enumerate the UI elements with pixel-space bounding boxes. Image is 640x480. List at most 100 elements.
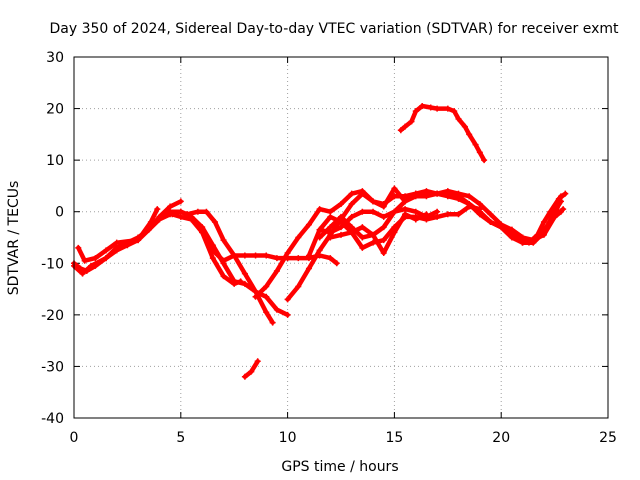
plot-area [71, 102, 569, 380]
data-point [81, 257, 88, 264]
data-point [423, 188, 430, 195]
data-point [444, 193, 451, 200]
x-tick-label: 25 [599, 430, 617, 446]
data-point [295, 283, 302, 290]
data-point [248, 368, 255, 375]
data-point [455, 115, 462, 122]
data-point [241, 270, 248, 277]
data-point [402, 206, 409, 213]
data-point [199, 224, 206, 231]
data-point [402, 123, 409, 130]
data-point [135, 237, 142, 244]
data-point [530, 239, 537, 246]
x-tick-label: 10 [279, 430, 297, 446]
data-point [487, 211, 494, 218]
data-point [220, 237, 227, 244]
data-point [327, 229, 334, 236]
x-tick-label: 0 [70, 430, 79, 446]
data-point [380, 237, 387, 244]
y-tick-label: 0 [55, 205, 64, 221]
data-point [92, 255, 99, 262]
series-arc-17 [519, 208, 565, 246]
data-point [412, 108, 419, 115]
y-tick-label: 20 [46, 102, 64, 118]
data-point [252, 252, 259, 259]
data-point [305, 265, 312, 272]
data-point [434, 190, 441, 197]
data-point [284, 296, 291, 303]
series-line [184, 209, 275, 325]
data-point [370, 198, 377, 205]
data-point [423, 213, 430, 220]
data-point [380, 203, 387, 210]
data-point [327, 208, 334, 215]
data-point [348, 229, 355, 236]
data-point [79, 270, 86, 277]
data-point [412, 193, 419, 200]
data-point [254, 358, 261, 365]
series-arc-7 [199, 229, 244, 287]
data-point [252, 288, 259, 295]
data-point [241, 252, 248, 259]
data-point [295, 234, 302, 241]
axis-ticks: 0 5 10 15 20 25 30 20 10 0 -10 -20 -30 -40 [41, 50, 617, 446]
data-point [273, 306, 280, 313]
series-arc-4 [169, 211, 340, 267]
data-point [540, 219, 547, 226]
data-point [466, 131, 473, 138]
data-point [380, 249, 387, 256]
data-point [305, 252, 312, 259]
data-point [263, 309, 270, 316]
data-point [391, 185, 398, 192]
data-point [167, 203, 174, 210]
data-point [316, 206, 323, 213]
series-line [317, 206, 440, 235]
data-point [220, 260, 227, 267]
data-point [551, 213, 558, 220]
data-point [237, 278, 244, 285]
data-point [455, 195, 462, 202]
y-tick-label: -30 [41, 359, 64, 375]
data-point [327, 234, 334, 241]
data-point [269, 319, 276, 326]
series-line [509, 191, 568, 245]
data-point [263, 283, 270, 290]
data-point [412, 216, 419, 223]
data-point [177, 208, 184, 215]
data-point [519, 239, 526, 246]
y-tick-label: 10 [46, 153, 64, 169]
data-point [211, 219, 218, 226]
y-tick-label: -20 [41, 308, 64, 324]
data-point [444, 211, 451, 218]
data-point [408, 118, 415, 125]
data-point [370, 208, 377, 215]
data-point [316, 226, 323, 233]
data-point [177, 198, 184, 205]
data-point [199, 229, 206, 236]
data-point [241, 280, 248, 287]
data-point [154, 206, 161, 213]
series-arc-14 [316, 206, 441, 236]
data-point [113, 244, 120, 251]
data-point [461, 123, 468, 130]
data-point [209, 255, 216, 262]
x-tick-label: 15 [385, 430, 403, 446]
data-point [476, 149, 483, 156]
data-point [103, 247, 110, 254]
data-point [519, 234, 526, 241]
data-point [359, 244, 366, 251]
chart-title: Day 350 of 2024, Sidereal Day-to-day VTE… [50, 21, 620, 37]
y-tick-label: -40 [41, 411, 64, 427]
data-point [338, 224, 344, 231]
data-point [451, 108, 458, 115]
data-point [305, 221, 312, 228]
data-point [487, 219, 494, 226]
data-point [455, 211, 462, 218]
data-point [476, 200, 483, 207]
data-point [147, 219, 154, 226]
data-point [540, 229, 547, 236]
data-point [273, 255, 280, 262]
data-point [231, 252, 238, 259]
data-point [338, 231, 344, 238]
